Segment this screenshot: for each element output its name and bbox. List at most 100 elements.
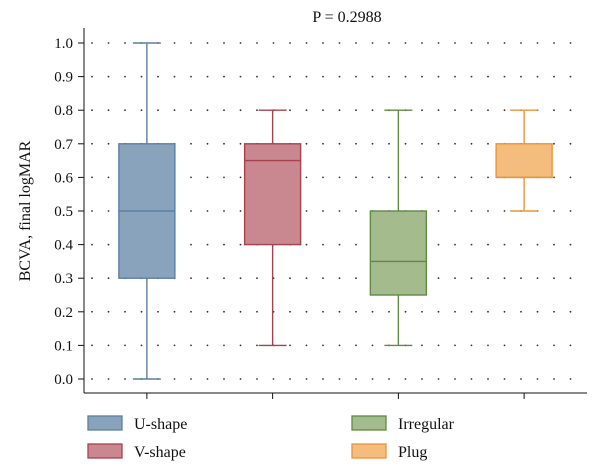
grid-dot [124, 378, 126, 380]
y-tick-label: 0.9 [54, 70, 73, 86]
grid-dot [107, 378, 110, 380]
box-irregular [369, 109, 428, 347]
grid-dot [569, 378, 572, 380]
grid-dot [553, 243, 555, 246]
grid-dot [470, 243, 473, 246]
grid-dot [520, 42, 522, 44]
grid-dot [553, 176, 555, 179]
grid-dot [569, 243, 572, 246]
grid-dot [371, 310, 374, 313]
grid-dot [173, 344, 176, 347]
grid-dot [190, 310, 192, 313]
grid-dot [124, 42, 126, 44]
grid-dot [107, 176, 110, 179]
grid-dot [322, 243, 324, 246]
grid-dot [371, 176, 374, 179]
grid-dot [421, 310, 423, 313]
grid-dot [503, 42, 506, 44]
grid-dot [256, 277, 258, 280]
grid-dot [140, 109, 143, 112]
grid-dot [289, 75, 291, 78]
grid-dot [487, 310, 489, 313]
grid-dot [388, 176, 390, 179]
grid-dot [470, 176, 473, 179]
grid-dot [569, 109, 572, 112]
grid-dot [371, 378, 374, 380]
grid-dot [355, 210, 357, 212]
grid-dot [371, 142, 374, 145]
grid-dot [107, 277, 110, 280]
grid-dot [239, 176, 242, 179]
grid-dot [371, 42, 374, 44]
box-plug [495, 109, 553, 212]
grid-dot [338, 142, 341, 145]
grid-dot [355, 277, 357, 280]
grid-dot [470, 42, 473, 44]
grid-dot [569, 310, 572, 313]
grid-dot [355, 142, 357, 145]
grid-dot [338, 42, 341, 44]
grid-dot [322, 344, 324, 347]
grid-dot [322, 210, 324, 212]
grid-dot [536, 344, 539, 347]
grid-dot [437, 210, 440, 212]
y-tick-label: 1.0 [54, 36, 73, 52]
grid-dot [569, 176, 572, 179]
grid-dot [470, 75, 473, 78]
grid-dot [437, 277, 440, 280]
grid-dot [470, 109, 473, 112]
grid-dot [569, 142, 572, 145]
legend-label: Irregular [398, 416, 455, 433]
grid-dot [223, 277, 225, 280]
grid-dot [503, 378, 506, 380]
grid-dot [536, 42, 539, 44]
grid-dot [206, 142, 209, 145]
grid-dot [91, 176, 93, 179]
grid-dot [322, 75, 324, 78]
legend-swatch [87, 415, 123, 431]
grid-dot [305, 378, 308, 380]
grid-dot [91, 310, 93, 313]
grid-dot [256, 42, 258, 44]
legend: U-shape V-shape Irregular Plug [87, 415, 455, 461]
grid-dot [470, 344, 473, 347]
grid-dot [289, 378, 291, 380]
grid-dot [355, 243, 357, 246]
grid-dot [173, 75, 176, 78]
grid-dot [223, 378, 225, 380]
grid-dot [140, 344, 143, 347]
grid-dot [454, 210, 456, 212]
grid-dot [223, 75, 225, 78]
grid-dot [553, 277, 555, 280]
legend-swatch [87, 443, 123, 459]
grid-dot [239, 277, 242, 280]
grid-dot [124, 75, 126, 78]
grid-dot [569, 277, 572, 280]
legend-item-irregular: Irregular [351, 415, 455, 433]
grid-dot [388, 378, 390, 380]
legend-label: V-shape [134, 444, 186, 461]
grid-dot [454, 344, 456, 347]
grid-dot [124, 344, 126, 347]
grid-dot [107, 109, 110, 112]
grid-dot [206, 176, 209, 179]
grid-dot [437, 176, 440, 179]
grid-dot [553, 378, 555, 380]
grid-dot [520, 344, 522, 347]
box-u-shape [118, 42, 176, 380]
grid-dot [173, 310, 176, 313]
chart-title: P = 0.2988 [312, 9, 381, 26]
grid-dot [91, 344, 93, 347]
legend-item-v-shape: V-shape [87, 443, 186, 461]
grid-dot [91, 210, 93, 212]
grid-dot [503, 310, 506, 313]
grid-dot [404, 75, 407, 78]
grid-dot [223, 109, 225, 112]
grid-dot [553, 75, 555, 78]
grid-dot [520, 277, 522, 280]
grid-dot [454, 243, 456, 246]
grid-dot [487, 210, 489, 212]
grid-dot [454, 142, 456, 145]
grid-dot [322, 109, 324, 112]
grid-dot [503, 243, 506, 246]
